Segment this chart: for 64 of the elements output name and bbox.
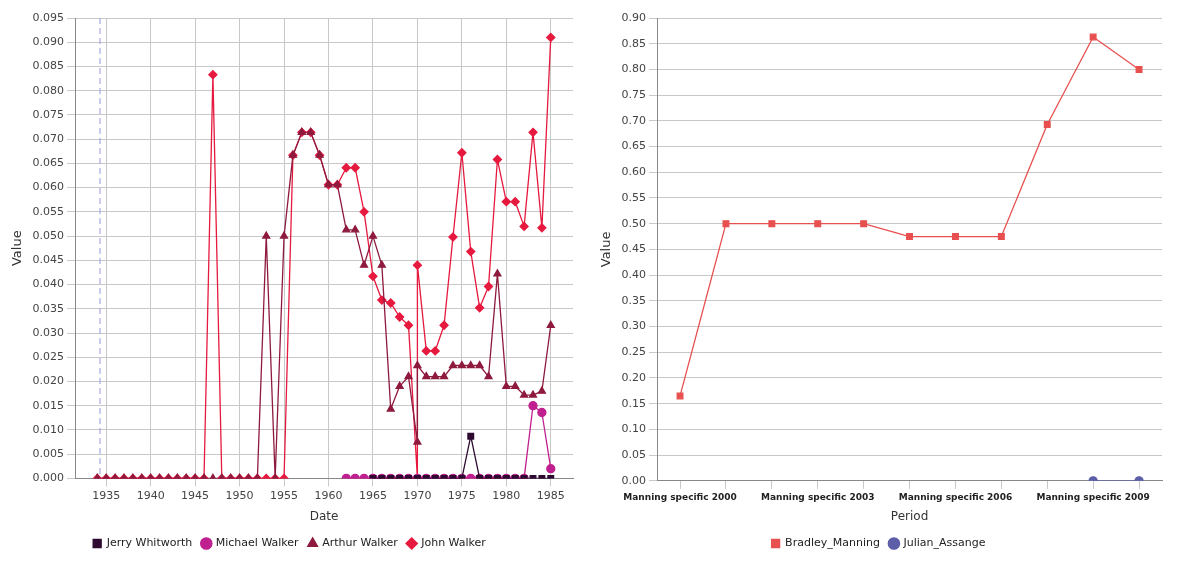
y-tick-label: 0.070 [32, 132, 65, 146]
y-tick-label: 0.85 [621, 36, 647, 50]
y-tick-label: 0.70 [621, 113, 647, 127]
y-tick-label: 0.005 [32, 447, 65, 461]
y-tick-label: 0.60 [621, 165, 647, 179]
x-axis-title: Date [309, 508, 339, 523]
x-tick-label: 1945 [181, 488, 210, 502]
x-tick-label: 1980 [492, 488, 521, 502]
y-tick-label: 0.085 [32, 59, 65, 73]
y-tick-label: 0.090 [32, 35, 65, 49]
y-tick-label: 0.30 [621, 319, 647, 333]
y-axis-title: Value [9, 230, 25, 267]
y-tick-label: 0.060 [32, 180, 65, 194]
x-tick-label: 1950 [225, 488, 254, 502]
y-tick-label: 0.000 [32, 471, 65, 485]
x-tick-label: 1970 [403, 488, 432, 502]
y-tick-label: 0.030 [32, 325, 65, 339]
y-tick-label: 0.80 [621, 62, 647, 76]
y-tick-label: 0.035 [32, 301, 65, 315]
y-tick-label: 0.25 [621, 345, 647, 359]
x-axis-title: Period [890, 508, 929, 523]
y-tick-label: 0.65 [621, 139, 647, 153]
x-tick-label: 1955 [270, 488, 299, 502]
x-tick-label: 1965 [358, 488, 387, 502]
x-tick-label: 1940 [136, 488, 165, 502]
y-tick-label: 0.00 [621, 473, 647, 487]
y-tick-label: 0.10 [621, 422, 647, 436]
y-tick-label: 0.075 [32, 107, 65, 121]
x-tick-label: Manning specific 2009 [1036, 491, 1150, 502]
legend-label: Jerry Whitworth [105, 536, 193, 550]
y-tick-label: 0.010 [32, 422, 65, 436]
y-tick-label: 0.55 [621, 190, 647, 204]
x-tick-label: Manning specific 2006 [898, 491, 1013, 502]
y-tick-label: 0.35 [621, 293, 647, 307]
legend-label: Julian_Assange [902, 536, 986, 550]
y-tick-label: 0.050 [32, 228, 65, 242]
y-tick-label: 0.065 [32, 156, 65, 170]
x-tick-label: 1975 [447, 488, 476, 502]
y-tick-label: 0.080 [32, 83, 65, 97]
y-tick-label: 0.90 [621, 10, 647, 24]
x-tick-label: 1960 [314, 488, 343, 502]
y-tick-label: 0.20 [621, 370, 647, 384]
legend-label: Bradley_Manning [785, 536, 880, 550]
y-tick-label: 0.40 [621, 267, 647, 281]
y-tick-label: 0.45 [621, 242, 647, 256]
legend-label: John Walker [420, 536, 487, 550]
y-tick-label: 0.05 [621, 447, 647, 461]
legend-label: Michael Walker [215, 536, 300, 550]
x-tick-label: Manning specific 2000 [623, 491, 737, 502]
y-tick-label: 0.75 [621, 87, 647, 101]
y-tick-label: 0.15 [621, 396, 647, 410]
y-axis-title: Value [598, 231, 614, 268]
y-tick-label: 0.055 [32, 204, 65, 218]
y-tick-label: 0.045 [32, 253, 65, 267]
y-tick-label: 0.50 [621, 216, 647, 230]
x-tick-label: Manning specific 2003 [761, 491, 875, 502]
y-tick-label: 0.025 [32, 350, 65, 364]
y-tick-label: 0.095 [32, 10, 65, 24]
x-tick-label: 1935 [92, 488, 121, 502]
y-tick-label: 0.040 [32, 277, 65, 291]
y-tick-label: 0.015 [32, 398, 65, 412]
legend-label: Arthur Walker [322, 536, 399, 550]
y-tick-label: 0.020 [32, 374, 65, 388]
x-tick-label: 1985 [536, 488, 565, 502]
